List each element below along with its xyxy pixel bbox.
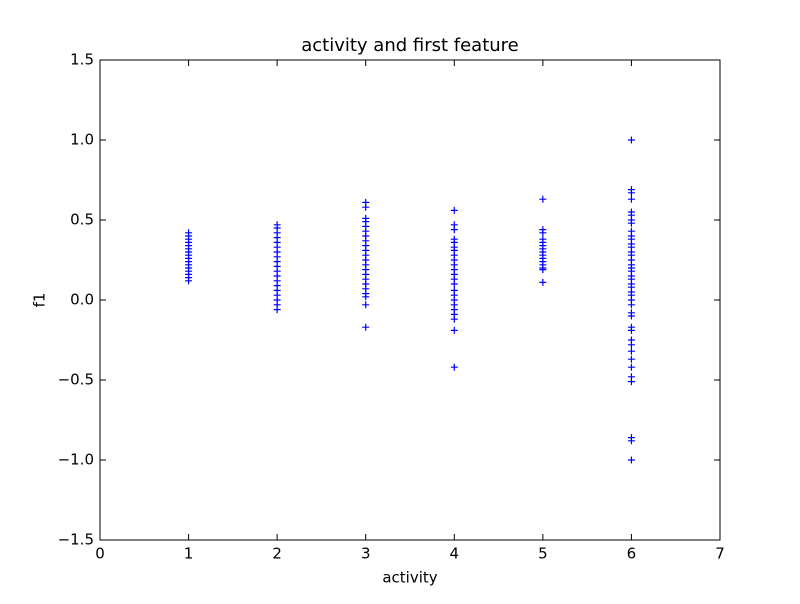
chart-title: activity and first feature bbox=[301, 35, 519, 56]
y-tick-label: 0.5 bbox=[70, 211, 94, 229]
plot-frame bbox=[99, 59, 721, 541]
data-point bbox=[627, 456, 635, 464]
data-point bbox=[627, 195, 635, 203]
x-tick-label: 3 bbox=[361, 545, 371, 563]
x-tick-label: 4 bbox=[450, 545, 460, 563]
data-point bbox=[627, 323, 635, 331]
x-axis-label: activity bbox=[382, 569, 437, 587]
x-tick-label: 2 bbox=[272, 545, 282, 563]
y-tick-label: 0.0 bbox=[70, 291, 94, 309]
data-point bbox=[627, 363, 635, 371]
data-point bbox=[627, 336, 635, 344]
data-point bbox=[450, 235, 458, 243]
y-tick-label: −1.5 bbox=[58, 531, 94, 549]
y-tick-label: −1.0 bbox=[58, 451, 94, 469]
x-tick-label: 1 bbox=[184, 545, 194, 563]
data-point bbox=[627, 434, 635, 442]
y-axis-label: f1 bbox=[31, 293, 49, 308]
data-point bbox=[627, 309, 635, 317]
data-point bbox=[539, 195, 547, 203]
data-point bbox=[362, 198, 370, 206]
data-point bbox=[362, 214, 370, 222]
data-point bbox=[450, 286, 458, 294]
x-tick-label: 0 bbox=[95, 545, 105, 563]
y-tick-label: −0.5 bbox=[58, 371, 94, 389]
data-point bbox=[362, 323, 370, 331]
x-tick-label: 6 bbox=[627, 545, 637, 563]
data-point bbox=[627, 355, 635, 363]
x-tick-label: 7 bbox=[715, 545, 725, 563]
data-point bbox=[450, 326, 458, 334]
data-point bbox=[450, 363, 458, 371]
x-tick-label: 5 bbox=[538, 545, 548, 563]
y-tick-label: 1.0 bbox=[70, 131, 94, 149]
data-point bbox=[185, 229, 193, 237]
data-point bbox=[362, 301, 370, 309]
data-point bbox=[273, 221, 281, 229]
data-point bbox=[627, 208, 635, 216]
data-point bbox=[450, 221, 458, 229]
data-point bbox=[450, 206, 458, 214]
data-point bbox=[627, 373, 635, 381]
data-point bbox=[539, 235, 547, 243]
data-point bbox=[627, 186, 635, 194]
data-point bbox=[627, 136, 635, 144]
data-point bbox=[539, 278, 547, 286]
data-point bbox=[627, 347, 635, 355]
data-point bbox=[627, 227, 635, 235]
y-tick-label: 1.5 bbox=[70, 51, 94, 69]
data-point bbox=[539, 226, 547, 234]
